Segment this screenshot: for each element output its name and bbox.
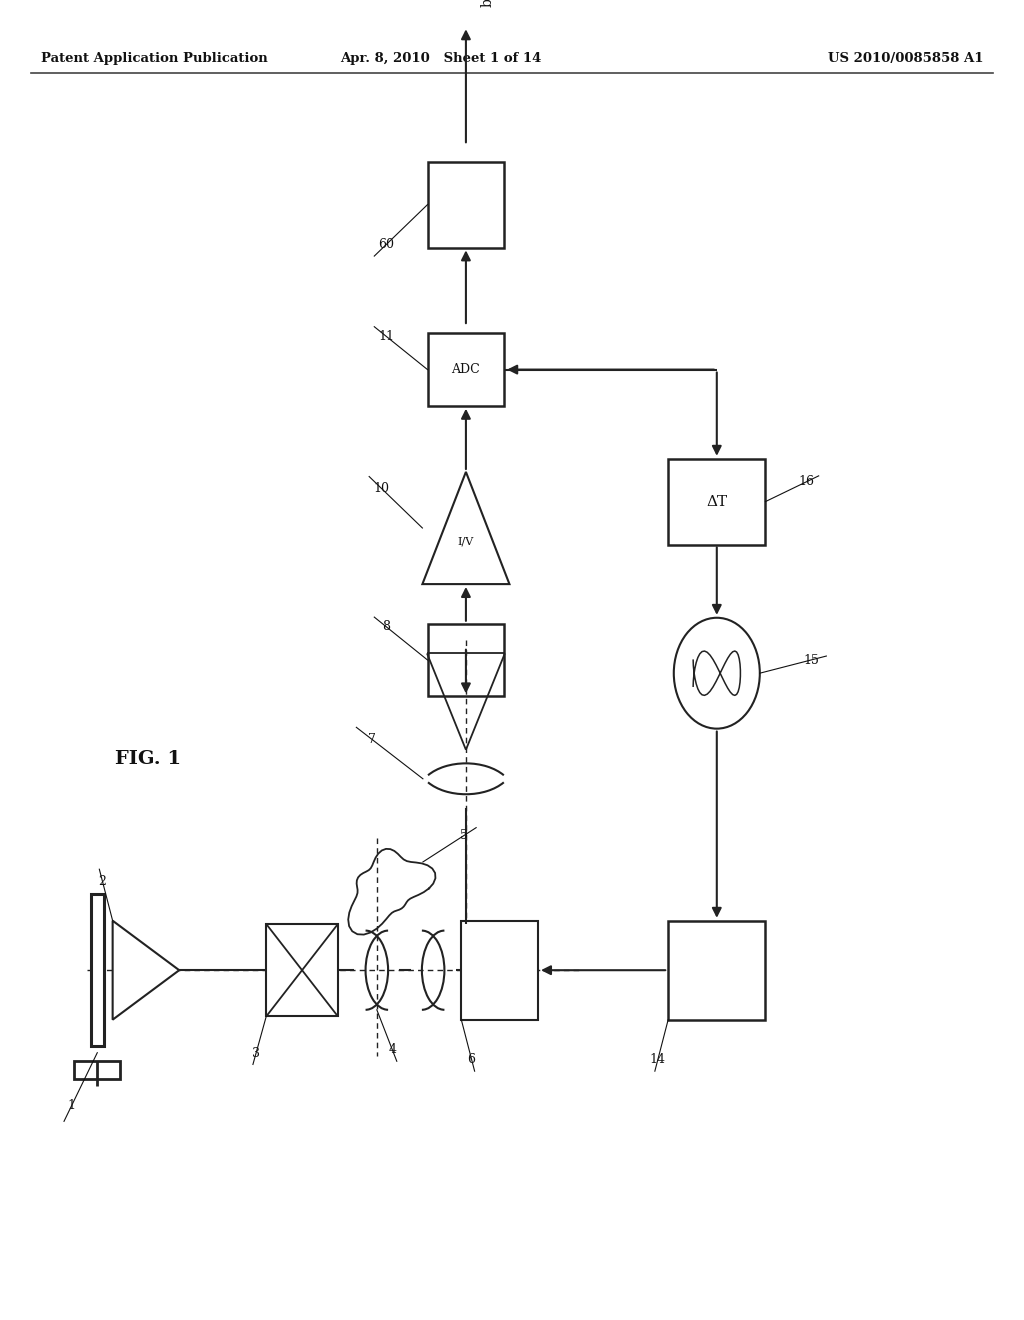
Bar: [668, 458, 765, 544]
Text: 11: 11: [379, 330, 394, 343]
Circle shape: [674, 618, 760, 729]
Text: 4: 4: [388, 1043, 396, 1056]
Text: bit stream: bit stream: [481, 0, 496, 7]
Polygon shape: [423, 473, 510, 583]
Bar: [461, 921, 539, 1019]
Bar: [668, 921, 765, 1019]
Polygon shape: [113, 921, 179, 1019]
Text: 7: 7: [368, 733, 376, 746]
Text: 60: 60: [379, 238, 394, 251]
Bar: [428, 162, 505, 248]
Text: 3: 3: [252, 1047, 260, 1060]
Text: 1: 1: [68, 1100, 76, 1111]
Text: 14: 14: [650, 1053, 666, 1065]
Bar: [428, 624, 505, 697]
Text: 15: 15: [803, 653, 819, 667]
Text: ADC: ADC: [452, 363, 480, 376]
Bar: [75, 1061, 121, 1080]
Text: Apr. 8, 2010   Sheet 1 of 14: Apr. 8, 2010 Sheet 1 of 14: [340, 51, 541, 65]
Text: I/V: I/V: [458, 536, 474, 546]
Bar: [428, 333, 505, 407]
Text: US 2010/0085858 A1: US 2010/0085858 A1: [827, 51, 983, 65]
Bar: [90, 895, 104, 1045]
Text: 8: 8: [383, 620, 390, 634]
Text: 16: 16: [799, 475, 814, 488]
Text: 10: 10: [374, 482, 389, 495]
Text: 2: 2: [98, 875, 106, 887]
Text: 5: 5: [460, 829, 468, 842]
Text: ΔT: ΔT: [707, 495, 727, 508]
Text: FIG. 1: FIG. 1: [116, 750, 181, 768]
Bar: [266, 924, 338, 1016]
Text: Patent Application Publication: Patent Application Publication: [41, 51, 267, 65]
Text: 6: 6: [468, 1053, 475, 1065]
